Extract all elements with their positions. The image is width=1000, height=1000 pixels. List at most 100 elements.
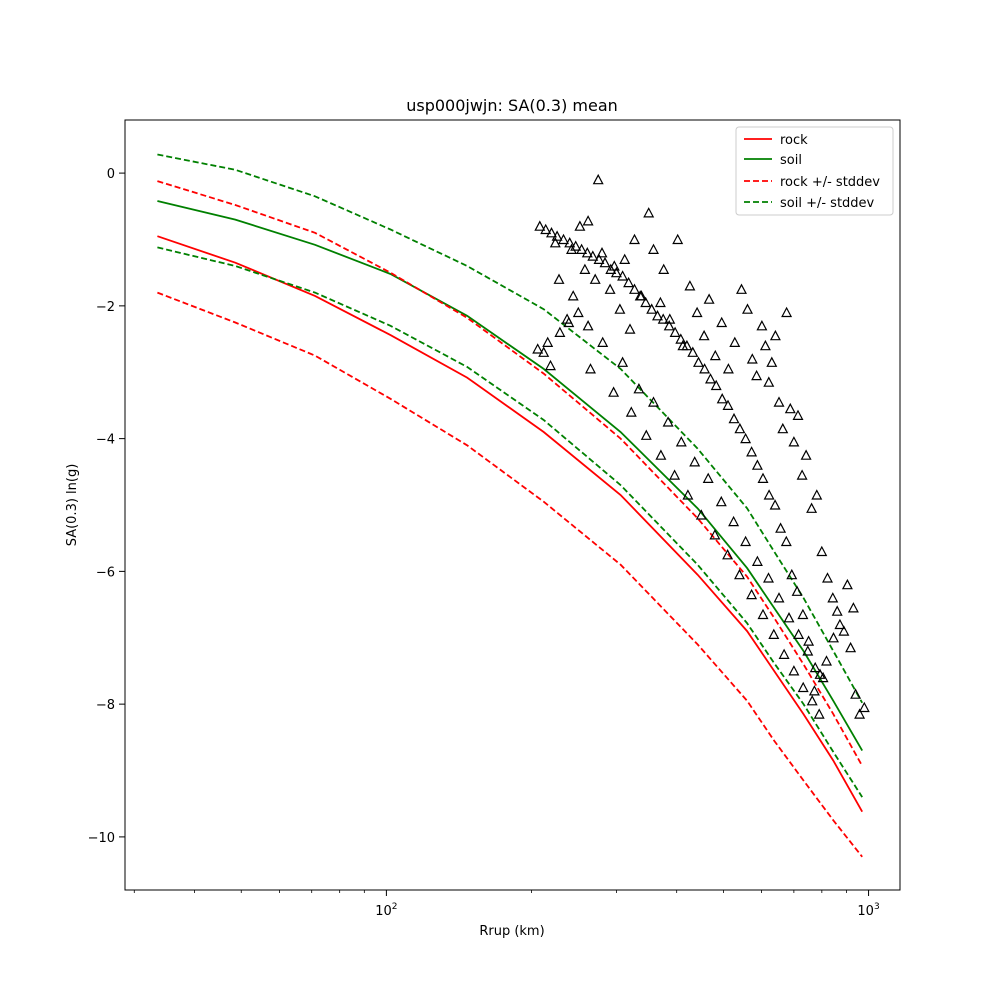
data-point <box>811 489 823 500</box>
data-point <box>587 250 599 261</box>
data-point <box>646 303 658 314</box>
data-point <box>710 379 722 391</box>
chart-title: usp000jwjn: SA(0.3) mean <box>406 96 618 115</box>
data-point <box>792 409 804 420</box>
data-point <box>757 472 769 483</box>
data-point <box>763 376 775 387</box>
data-point <box>858 701 870 713</box>
data-point <box>592 173 604 185</box>
data-point <box>542 336 554 347</box>
data-point <box>854 708 866 719</box>
data-point <box>629 283 640 294</box>
data-point <box>643 207 655 218</box>
data-point <box>640 429 652 440</box>
data-point <box>736 283 747 294</box>
data-point <box>734 422 746 434</box>
data-point <box>669 326 681 337</box>
data-point <box>777 422 789 434</box>
data-point <box>759 339 771 351</box>
y-axis: 0 −2 −4 −6 −8 −10 <box>88 167 125 846</box>
legend-label-soil: soil <box>780 153 802 168</box>
data-point <box>816 545 828 557</box>
x-tick-label: 102 <box>375 902 397 919</box>
data-point <box>793 628 805 640</box>
data-point <box>828 632 839 643</box>
data-point <box>791 585 803 596</box>
data-point <box>582 320 594 331</box>
x-tick-label: 103 <box>857 902 879 919</box>
data-point <box>716 316 728 328</box>
data-point <box>640 296 652 308</box>
data-point <box>553 273 565 284</box>
series-line-5 <box>157 246 863 798</box>
data-point <box>722 549 734 560</box>
data-point <box>662 416 674 427</box>
data-point <box>751 555 763 567</box>
data-point <box>800 449 812 460</box>
data-point <box>554 326 566 337</box>
data-point <box>566 243 577 254</box>
series-line-1 <box>157 200 863 752</box>
data-point <box>597 336 609 347</box>
y-tick-label: −10 <box>88 831 115 846</box>
data-point <box>845 641 857 653</box>
data-point <box>831 605 843 616</box>
y-tick-label: −2 <box>96 300 115 315</box>
data-point <box>780 535 792 547</box>
data-point <box>797 608 809 620</box>
data-point <box>585 363 596 374</box>
data-point <box>722 399 734 410</box>
data-point <box>769 499 781 510</box>
data-point <box>763 489 775 500</box>
data-point <box>838 625 850 636</box>
data-point <box>624 323 636 334</box>
legend-box <box>735 126 894 216</box>
axes-frame <box>124 119 901 891</box>
data-point <box>634 290 646 301</box>
data-point <box>729 336 741 347</box>
data-point <box>841 578 853 590</box>
y-tick-label: −8 <box>96 698 115 713</box>
data-point <box>716 393 728 404</box>
data-point <box>702 472 714 483</box>
data-point <box>834 618 846 630</box>
data-point <box>589 273 601 284</box>
data-point <box>538 346 550 357</box>
data-point <box>695 509 707 520</box>
legend-label-rock: rock <box>780 133 808 148</box>
data-point <box>763 572 774 583</box>
data-point <box>675 436 687 447</box>
data-point <box>648 243 659 254</box>
data-point <box>681 339 693 351</box>
data-point <box>788 436 800 447</box>
series-line-3 <box>157 291 863 858</box>
data-point <box>808 685 820 696</box>
data-point <box>775 522 787 533</box>
data-point <box>682 489 694 500</box>
data-point <box>709 529 721 540</box>
series-line-4 <box>157 153 863 704</box>
data-point <box>769 329 781 341</box>
data-point <box>784 402 796 414</box>
data-point <box>781 306 793 318</box>
data-point <box>572 306 584 318</box>
series-line-2 <box>157 180 863 767</box>
observed-points <box>532 173 870 719</box>
data-point <box>669 469 681 480</box>
data-point <box>728 515 740 527</box>
y-tick-label: −6 <box>96 565 115 580</box>
data-point <box>802 645 814 656</box>
data-point <box>563 316 575 328</box>
data-point <box>740 535 752 547</box>
data-point <box>687 346 699 357</box>
data-point <box>705 373 716 384</box>
y-axis-label: SA(0.3) ln(g) <box>65 464 80 547</box>
data-point <box>605 263 617 274</box>
series-line-0 <box>157 235 863 813</box>
data-point <box>633 383 645 394</box>
data-point <box>806 695 818 706</box>
data-point <box>822 572 833 583</box>
data-point <box>746 353 758 364</box>
data-point <box>608 260 620 271</box>
data-point <box>757 608 769 620</box>
